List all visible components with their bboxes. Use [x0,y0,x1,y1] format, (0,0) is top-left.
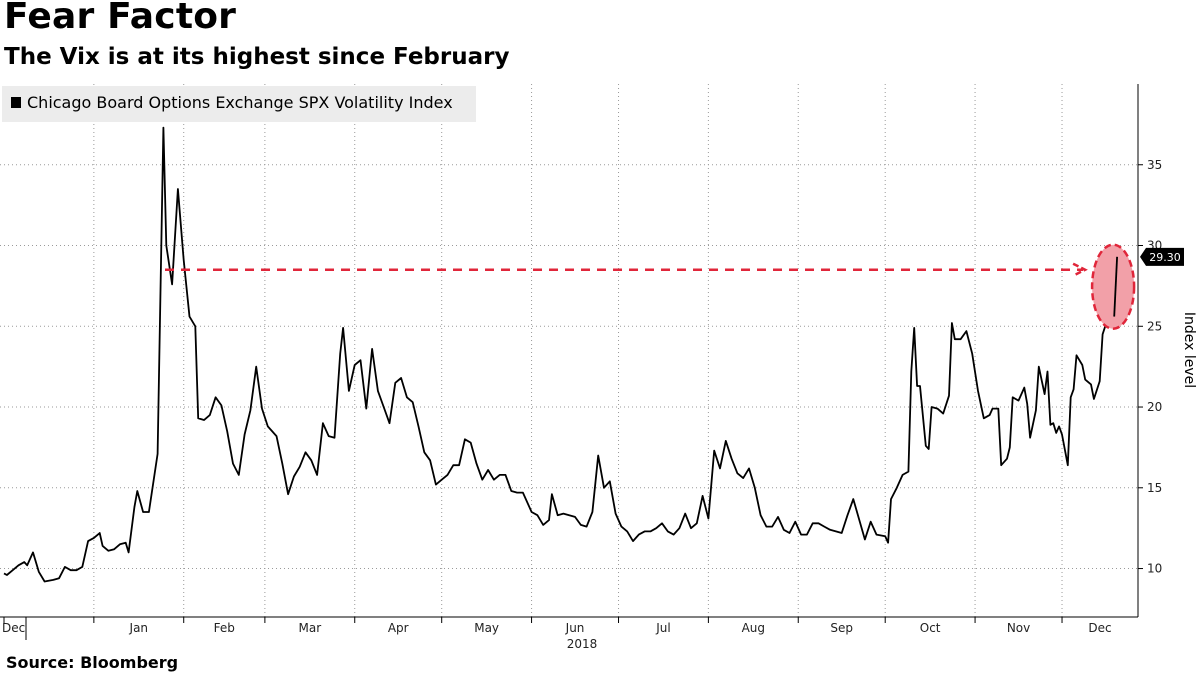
x-tick-label: Feb [214,621,235,635]
highlight-segment [1113,256,1119,317]
y-axis-title: Index level [1181,312,1197,388]
source-note: Source: Bloomberg [6,653,179,672]
y-tick-label: 15 [1147,481,1162,495]
last-value-label: 29.30 [1149,251,1181,264]
reference-arrowhead [1072,262,1088,277]
series-line-vix [3,126,1118,583]
legend-label: Chicago Board Options Exchange SPX Volat… [27,93,453,112]
x-axis-year-label: 2018 [567,637,598,651]
x-tick-label: May [474,621,499,635]
last-value-tag [1140,247,1184,266]
x-tick-label: Oct [920,621,941,635]
series-layer [3,126,1118,583]
x-tick-label: Jun [565,621,585,635]
x-tick-label: Sep [830,621,853,635]
x-tick-label: Mar [298,621,321,635]
x-tick-label: Aug [742,621,765,635]
y-tick-label: 35 [1147,158,1162,172]
x-tick-label: Nov [1007,621,1030,635]
x-tick-label: Jul [655,621,670,635]
y-tick-label: 20 [1147,400,1162,414]
legend: Chicago Board Options Exchange SPX Volat… [2,86,476,122]
x-tick-label: Jan [129,621,149,635]
legend-swatch [11,97,21,108]
chart-subtitle: The Vix is at its highest since February [4,44,510,70]
legend-background [2,86,476,122]
y-tick-label: 10 [1147,562,1162,576]
annotation-layer: 29.30 [165,243,1184,330]
y-tick-label: 25 [1147,319,1162,333]
highlight-ellipse [1090,243,1136,330]
x-tick-label: Dec [1088,621,1111,635]
x-tick-label: Apr [388,621,409,635]
grid-layer [0,84,1138,617]
x-tick-label: Dec [2,621,25,635]
chart-title: Fear Factor [4,0,237,37]
